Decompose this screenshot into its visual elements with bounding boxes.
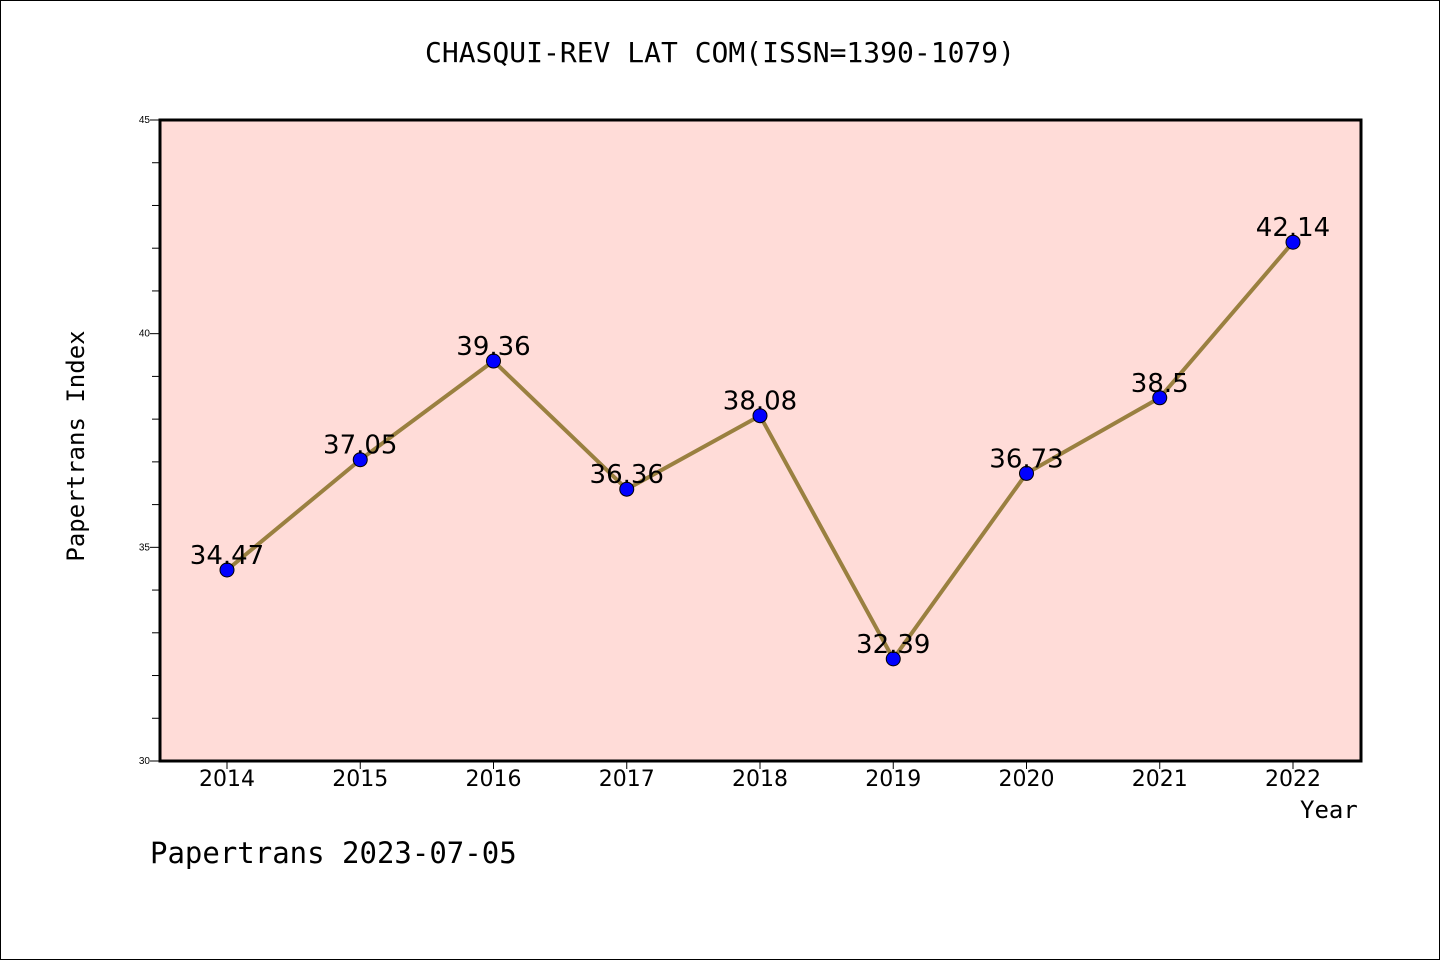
plot-area <box>158 118 1363 763</box>
data-point <box>752 408 768 424</box>
y-tick-label: 35 <box>139 542 151 553</box>
data-point <box>1152 390 1168 406</box>
data-point <box>219 562 235 578</box>
x-tick-label: 2018 <box>732 767 788 792</box>
x-tick-label: 2022 <box>1265 767 1321 792</box>
data-label: 38.5 <box>1131 369 1189 399</box>
x-tick-label: 2021 <box>1132 767 1188 792</box>
x-axis-label: Year <box>1300 796 1358 824</box>
data-label: 37.05 <box>323 431 397 461</box>
x-tick-label: 2016 <box>466 767 522 792</box>
data-label: 32.39 <box>856 630 930 660</box>
data-label: 42.14 <box>1256 213 1330 243</box>
x-tick-label: 2020 <box>999 767 1055 792</box>
data-label: 36.36 <box>590 460 664 490</box>
data-label: 34.47 <box>190 541 264 571</box>
data-point <box>486 353 501 369</box>
y-tick-label: 40 <box>139 329 151 340</box>
data-labels: 34.47 37.05 39.36 36.36 38.08 32.39 36.73 38.5 4… <box>190 213 1330 660</box>
data-point <box>1019 465 1034 481</box>
data-label: 38.08 <box>723 387 797 417</box>
data-point <box>619 481 635 497</box>
data-points <box>219 234 1301 667</box>
x-tick-label: 2019 <box>865 767 921 792</box>
y-tick-label: 30 <box>139 756 151 767</box>
chart-title: CHASQUI-REV LAT COM(ISSN=1390-1079) <box>424 36 1015 69</box>
footer-stamp: Papertrans 2023-07-05 <box>150 836 517 870</box>
x-tick-label: 2015 <box>332 767 388 792</box>
data-point <box>352 452 368 468</box>
y-tick-label: 45 <box>139 115 151 126</box>
axis-ticks: 30 35 40 45 2014 2015 2016 2017 2018 2019 2020 2021… <box>139 115 1321 792</box>
x-tick-label: 2014 <box>199 767 255 792</box>
data-point <box>885 651 901 667</box>
x-tick-label: 2017 <box>599 767 655 792</box>
data-label: 36.73 <box>989 444 1063 474</box>
data-point <box>1285 234 1301 250</box>
data-label: 39.36 <box>456 332 530 362</box>
